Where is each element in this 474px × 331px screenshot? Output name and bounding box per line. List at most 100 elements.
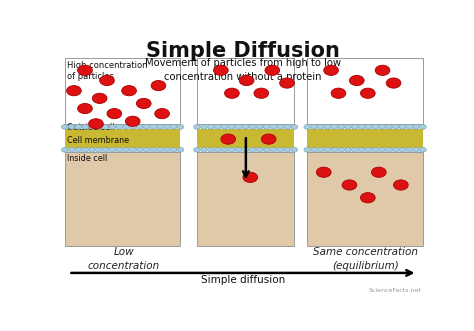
Circle shape	[208, 124, 214, 129]
Circle shape	[365, 148, 372, 152]
Circle shape	[66, 86, 82, 96]
Circle shape	[89, 148, 95, 152]
Circle shape	[150, 148, 156, 152]
Circle shape	[100, 75, 114, 86]
Circle shape	[280, 78, 294, 88]
Circle shape	[304, 148, 310, 152]
Circle shape	[116, 124, 122, 129]
Circle shape	[129, 148, 136, 152]
Circle shape	[228, 148, 235, 152]
Circle shape	[249, 148, 256, 152]
Circle shape	[157, 124, 164, 129]
Circle shape	[221, 148, 228, 152]
Circle shape	[208, 148, 214, 152]
Circle shape	[78, 65, 92, 75]
Circle shape	[311, 148, 317, 152]
Circle shape	[345, 148, 351, 152]
Circle shape	[177, 148, 184, 152]
Circle shape	[82, 124, 89, 129]
Circle shape	[254, 88, 269, 98]
Circle shape	[360, 88, 375, 98]
Circle shape	[228, 124, 235, 129]
Circle shape	[311, 124, 317, 129]
Circle shape	[164, 124, 170, 129]
Bar	[65, 58, 181, 124]
Circle shape	[122, 86, 137, 96]
Circle shape	[157, 148, 164, 152]
Circle shape	[345, 124, 351, 129]
Circle shape	[194, 124, 201, 129]
Circle shape	[78, 103, 92, 114]
Circle shape	[338, 124, 345, 129]
Circle shape	[352, 124, 358, 129]
Circle shape	[291, 124, 298, 129]
Circle shape	[338, 148, 345, 152]
Circle shape	[284, 148, 291, 152]
Circle shape	[318, 124, 324, 129]
Circle shape	[151, 80, 166, 91]
Circle shape	[102, 148, 109, 152]
Circle shape	[236, 148, 242, 152]
Circle shape	[201, 124, 207, 129]
Bar	[307, 58, 423, 124]
Circle shape	[304, 124, 310, 129]
Circle shape	[107, 109, 122, 119]
Circle shape	[419, 148, 426, 152]
Circle shape	[263, 124, 270, 129]
Circle shape	[291, 148, 298, 152]
Text: Outside cell: Outside cell	[66, 122, 114, 131]
Circle shape	[331, 88, 346, 98]
Circle shape	[62, 124, 68, 129]
Circle shape	[317, 167, 331, 177]
Circle shape	[116, 148, 122, 152]
Circle shape	[170, 148, 177, 152]
Circle shape	[263, 148, 270, 152]
Circle shape	[164, 148, 170, 152]
Circle shape	[89, 119, 103, 129]
Circle shape	[92, 93, 107, 103]
Circle shape	[150, 124, 156, 129]
Circle shape	[365, 124, 372, 129]
Bar	[307, 129, 423, 148]
Circle shape	[242, 148, 249, 152]
Circle shape	[393, 180, 408, 190]
Circle shape	[261, 134, 276, 144]
Circle shape	[95, 148, 102, 152]
Circle shape	[170, 124, 177, 129]
Circle shape	[375, 65, 390, 75]
Text: Inside cell: Inside cell	[66, 154, 107, 163]
Circle shape	[215, 148, 221, 152]
Circle shape	[123, 148, 129, 152]
Circle shape	[324, 65, 338, 75]
Circle shape	[419, 124, 426, 129]
Circle shape	[324, 148, 331, 152]
Circle shape	[75, 148, 82, 152]
Circle shape	[256, 124, 263, 129]
Text: Simple Diffusion: Simple Diffusion	[146, 41, 340, 61]
Circle shape	[399, 148, 406, 152]
Circle shape	[284, 124, 291, 129]
Circle shape	[277, 148, 284, 152]
Circle shape	[385, 148, 392, 152]
Circle shape	[392, 124, 399, 129]
Circle shape	[399, 124, 406, 129]
Bar	[307, 152, 423, 246]
Circle shape	[75, 124, 82, 129]
Circle shape	[249, 124, 256, 129]
Text: Simple diffusion: Simple diffusion	[201, 275, 285, 285]
Circle shape	[379, 124, 385, 129]
Bar	[197, 152, 294, 246]
Circle shape	[236, 124, 242, 129]
Circle shape	[413, 148, 419, 152]
Circle shape	[221, 124, 228, 129]
Circle shape	[143, 148, 150, 152]
Circle shape	[372, 167, 386, 177]
Circle shape	[225, 88, 239, 98]
Circle shape	[129, 124, 136, 129]
Circle shape	[123, 124, 129, 129]
Circle shape	[392, 148, 399, 152]
Circle shape	[201, 148, 207, 152]
Text: Cell membrane: Cell membrane	[66, 136, 129, 145]
Text: Low
concentration: Low concentration	[87, 248, 160, 271]
Circle shape	[221, 134, 236, 144]
